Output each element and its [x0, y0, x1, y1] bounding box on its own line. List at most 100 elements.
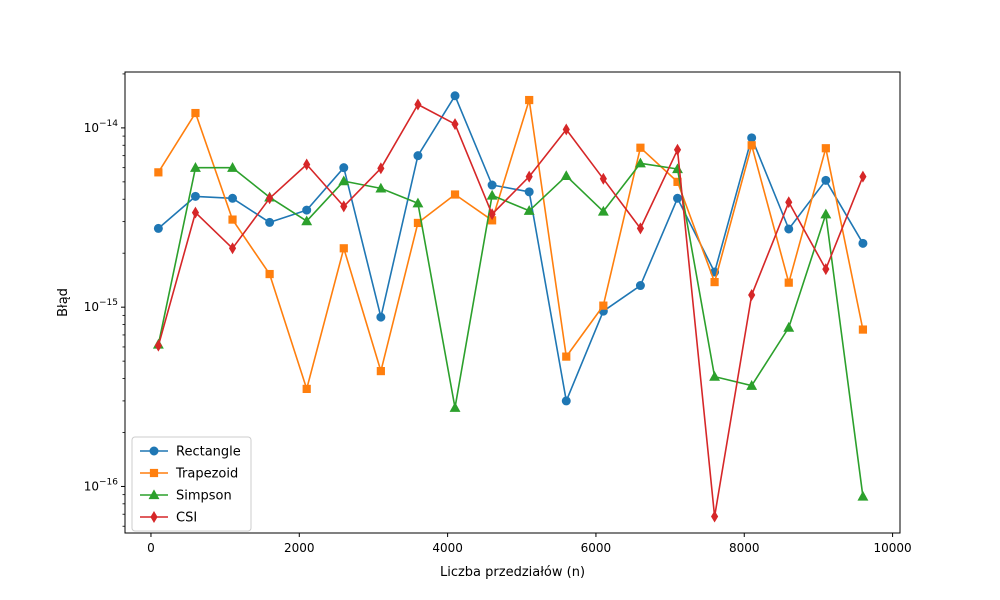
legend-label: CSI [176, 511, 197, 526]
series-line [157, 103, 864, 518]
data-point [449, 402, 461, 412]
data-point [150, 511, 158, 523]
legend-item-csi: CSI [140, 511, 197, 526]
data-point [673, 193, 683, 203]
data-point [821, 144, 830, 153]
data-point [784, 278, 793, 287]
data-point [302, 384, 311, 394]
data-point [338, 175, 350, 186]
data-point [748, 288, 756, 301]
data-point [191, 108, 200, 118]
data-point [377, 162, 385, 175]
data-point [414, 98, 422, 111]
data-point [636, 222, 645, 235]
series-line [157, 95, 864, 402]
data-point [599, 301, 608, 310]
series-csi [154, 98, 867, 523]
data-point [858, 325, 868, 334]
x-tick-label: 4000 [432, 541, 463, 555]
data-point [822, 263, 830, 276]
x-tick-label: 8000 [729, 541, 760, 555]
data-point [709, 370, 721, 381]
x-tick-label: 2000 [284, 541, 315, 555]
data-point [228, 193, 238, 203]
data-point [339, 244, 348, 253]
data-point [376, 366, 385, 376]
x-tick-label: 6000 [581, 541, 612, 555]
axes-layer: 0 2000 4000 6000 8000 10000 10−16 10−15 10−14 [84, 71, 912, 555]
data-point [487, 180, 497, 190]
legend-label: Trapezoid [175, 467, 238, 482]
data-point [228, 215, 237, 224]
data-point [153, 223, 163, 233]
legend-item-trapezoid: Trapezoid [140, 467, 238, 482]
data-point [301, 215, 313, 226]
x-tick-label: 10000 [873, 541, 911, 555]
data-point [227, 162, 238, 172]
data-point [228, 242, 237, 255]
data-point [562, 123, 570, 136]
data-point [265, 217, 275, 227]
data-point [488, 208, 496, 221]
data-point [525, 170, 533, 183]
data-point [858, 238, 868, 248]
data-point [154, 339, 162, 352]
legend-label: Rectangle [176, 445, 241, 460]
data-point [149, 446, 159, 456]
data-point [523, 205, 535, 215]
data-point [635, 281, 645, 291]
data-point [673, 143, 682, 156]
series-group [152, 91, 869, 523]
data-point [525, 95, 534, 105]
data-point [191, 206, 200, 219]
data-point [451, 118, 459, 131]
series-line [157, 162, 864, 497]
data-point [190, 162, 201, 172]
data-point [375, 182, 387, 193]
x-axis-label: Liczba przedziałów (n) [440, 565, 585, 580]
data-point [821, 175, 831, 185]
y-tick-label: 10−15 [84, 298, 118, 314]
series-rectangle [153, 91, 868, 406]
legend-item-rectangle: Rectangle [140, 445, 241, 460]
series-trapezoid [154, 95, 868, 394]
data-point [710, 277, 719, 287]
data-point [859, 170, 867, 183]
plot-frame [124, 71, 901, 534]
data-point [820, 208, 832, 219]
data-point [711, 510, 719, 523]
data-point [339, 163, 349, 173]
data-point [154, 168, 163, 177]
data-point [148, 489, 160, 500]
series-simpson [152, 157, 869, 501]
data-point [149, 468, 159, 478]
data-point [265, 269, 274, 279]
legend: Rectangle Trapezoid Simpson CSI [131, 436, 252, 532]
data-point [303, 158, 311, 171]
legend-label: Simpson [176, 489, 232, 504]
data-point [450, 190, 460, 199]
data-point [562, 352, 571, 361]
data-point [450, 91, 460, 101]
data-point [413, 151, 423, 161]
plot-layer [152, 91, 869, 523]
data-point [746, 380, 758, 390]
y-tick-label: 10−14 [84, 119, 119, 135]
data-point [340, 200, 348, 213]
data-point [486, 189, 498, 200]
legend-item-simpson: Simpson [140, 489, 232, 504]
data-point [597, 205, 609, 216]
legend-box [131, 436, 252, 532]
data-point [636, 143, 645, 152]
data-point [412, 197, 424, 208]
y-axis-label: Błąd [56, 288, 71, 317]
data-point [857, 490, 869, 501]
data-point [634, 157, 646, 168]
series-line [157, 99, 864, 390]
data-point [785, 196, 793, 209]
data-point [376, 312, 386, 322]
data-point [747, 133, 757, 143]
data-point [599, 172, 607, 185]
data-point [524, 187, 534, 197]
